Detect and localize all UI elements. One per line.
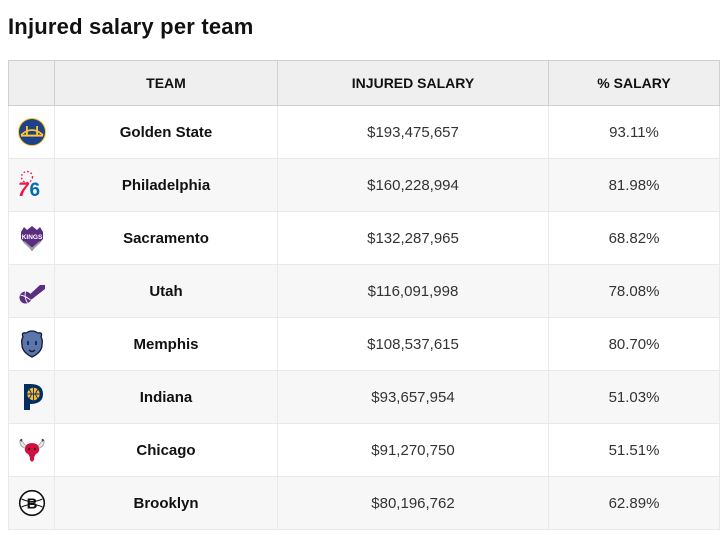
page-title: Injured salary per team [8, 14, 254, 39]
team-logo-cell: B [8, 476, 55, 530]
pct-salary-value: 93.11% [548, 105, 720, 159]
svg-text:KINGS: KINGS [21, 234, 42, 241]
pct-salary-value: 68.82% [548, 211, 720, 265]
team-logo-cell [8, 264, 55, 318]
team-name: Memphis [54, 317, 278, 371]
table-row: Utah $116,091,998 78.08% [8, 264, 720, 318]
team-name: Utah [54, 264, 278, 318]
team-name: Chicago [54, 423, 278, 477]
pct-salary-column-header: % SALARY [548, 60, 720, 106]
golden-state-warriors-logo-icon [16, 116, 48, 148]
table-row: 7 6 Philadelphia $160,228,994 81.98% [8, 158, 720, 212]
svg-text:7: 7 [18, 180, 30, 201]
injured-salary-value: $193,475,657 [277, 105, 549, 159]
indiana-pacers-logo-icon [16, 381, 48, 413]
pct-salary-value: 81.98% [548, 158, 720, 212]
sacramento-kings-logo-icon: KINGS [16, 222, 48, 254]
injured-salary-value: $132,287,965 [277, 211, 549, 265]
injured-salary-value: $91,270,750 [277, 423, 549, 477]
table-row: B Brooklyn $80,196,762 62.89% [8, 476, 720, 530]
team-logo-cell: KINGS [8, 211, 55, 265]
pct-salary-value: 78.08% [548, 264, 720, 318]
injured-salary-column-header: INJURED SALARY [277, 60, 549, 106]
table-row: Chicago $91,270,750 51.51% [8, 423, 720, 477]
injured-salary-value: $80,196,762 [277, 476, 549, 530]
team-name: Brooklyn [54, 476, 278, 530]
philadelphia-76ers-logo-icon: 7 6 [16, 169, 48, 201]
pct-salary-value: 62.89% [548, 476, 720, 530]
utah-jazz-logo-icon [16, 275, 48, 307]
team-name: Philadelphia [54, 158, 278, 212]
pct-salary-value: 51.51% [548, 423, 720, 477]
team-logo-cell [8, 423, 55, 477]
team-logo-cell [8, 105, 55, 159]
team-logo-cell: 7 6 [8, 158, 55, 212]
team-logo-cell [8, 370, 55, 424]
team-name: Indiana [54, 370, 278, 424]
table-row: Indiana $93,657,954 51.03% [8, 370, 720, 424]
team-name: Golden State [54, 105, 278, 159]
logo-column-header [8, 60, 55, 106]
injured-salary-table: TEAM INJURED SALARY % SALARY Golden Stat… [8, 60, 720, 530]
pct-salary-value: 80.70% [548, 317, 720, 371]
svg-text:B: B [26, 496, 37, 513]
memphis-grizzlies-logo-icon [16, 328, 48, 360]
table-row: Golden State $193,475,657 93.11% [8, 105, 720, 159]
table-header-row: TEAM INJURED SALARY % SALARY [8, 60, 720, 106]
team-logo-cell [8, 317, 55, 371]
injured-salary-value: $108,537,615 [277, 317, 549, 371]
table-row: Memphis $108,537,615 80.70% [8, 317, 720, 371]
svg-text:6: 6 [29, 180, 40, 201]
injured-salary-value: $116,091,998 [277, 264, 549, 318]
brooklyn-nets-logo-icon: B [16, 487, 48, 519]
injured-salary-value: $93,657,954 [277, 370, 549, 424]
chicago-bulls-logo-icon [16, 434, 48, 466]
injured-salary-value: $160,228,994 [277, 158, 549, 212]
team-column-header: TEAM [54, 60, 278, 106]
pct-salary-value: 51.03% [548, 370, 720, 424]
team-name: Sacramento [54, 211, 278, 265]
table-row: KINGS Sacramento $132,287,965 68.82% [8, 211, 720, 265]
